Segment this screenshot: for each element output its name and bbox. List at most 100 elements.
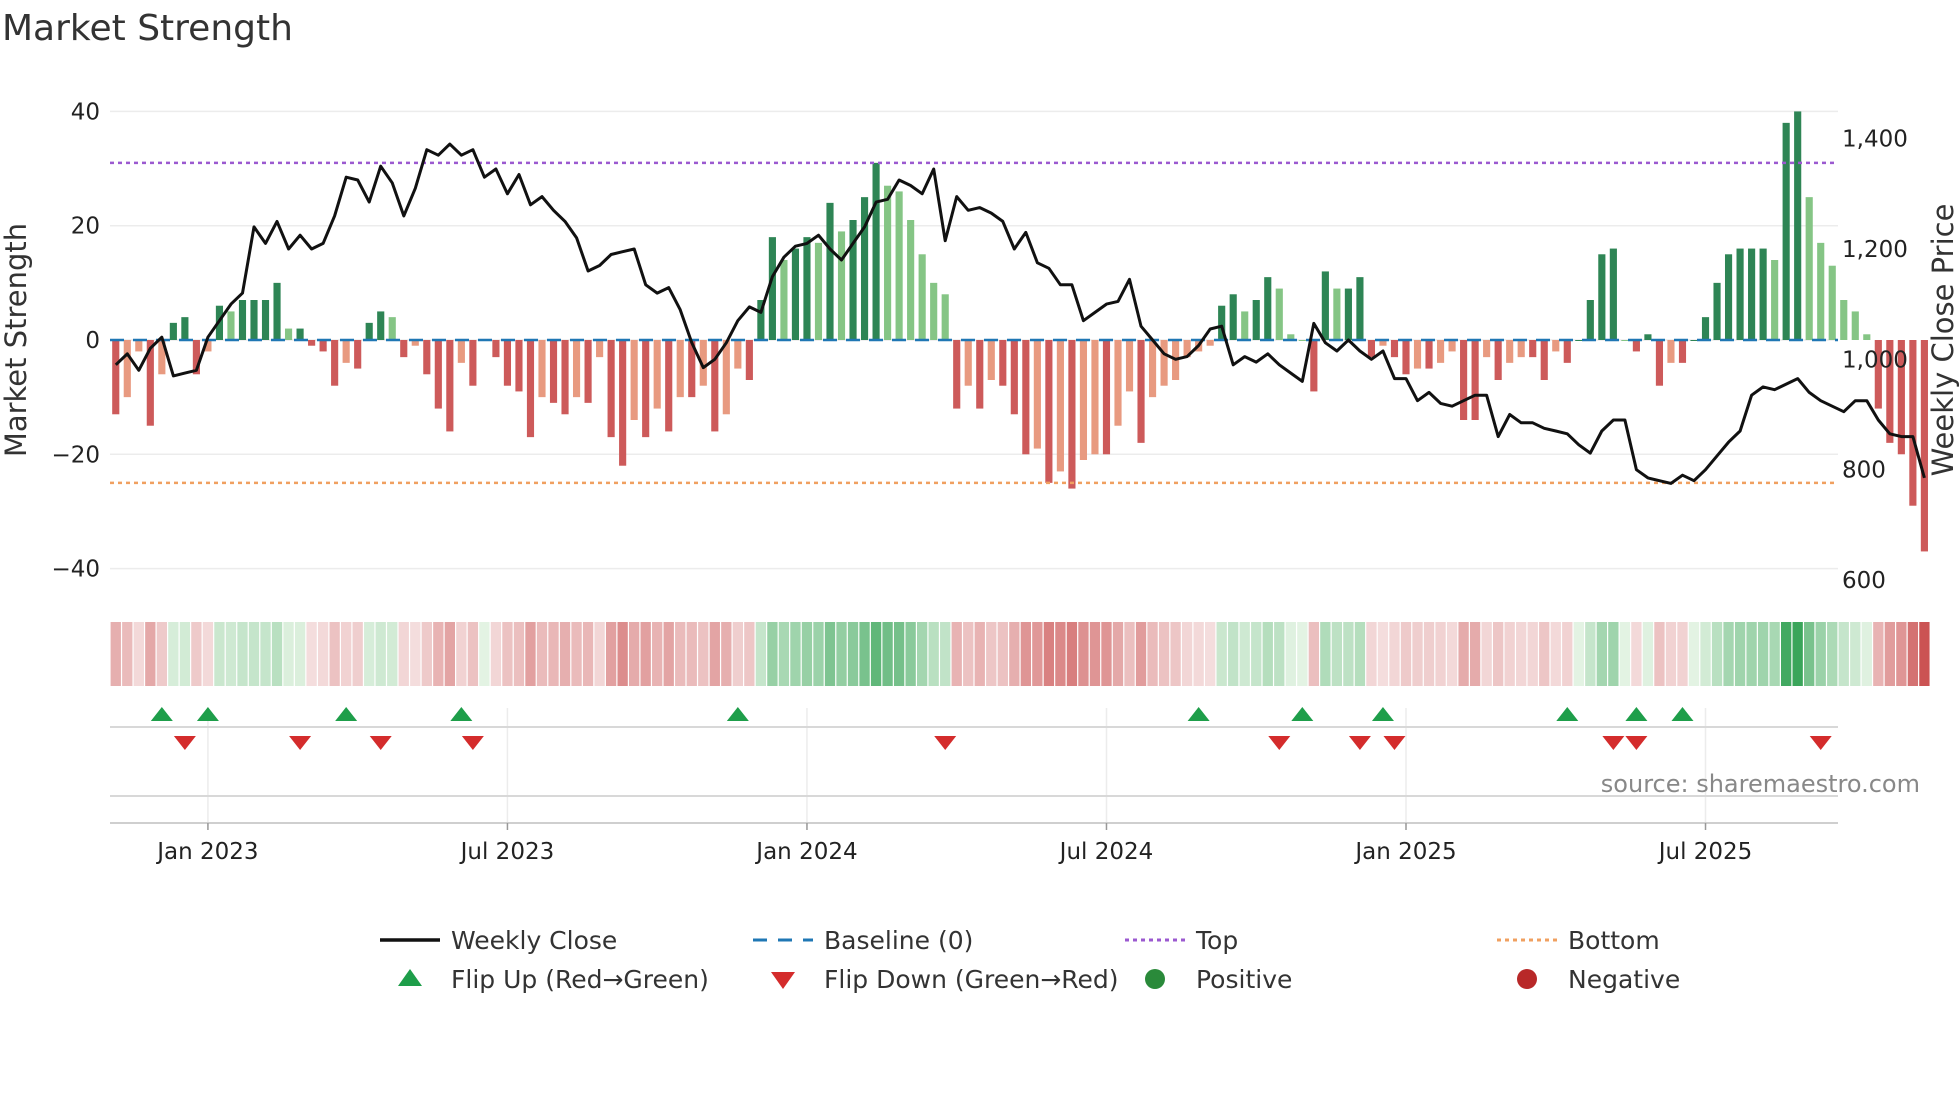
strength-bar	[1874, 340, 1882, 409]
strength-bar	[227, 311, 235, 340]
strength-bar	[1667, 340, 1675, 363]
heat-cell	[1838, 622, 1849, 686]
strength-bar	[1748, 248, 1756, 340]
heat-cell	[997, 622, 1008, 686]
heat-cell	[168, 622, 179, 686]
strength-bar	[768, 237, 776, 340]
heat-cell	[1366, 622, 1377, 686]
strength-bar	[1506, 340, 1514, 363]
heat-cell	[974, 622, 985, 686]
legend: Weekly Close Baseline (0) Top Bottom Flip Up…	[380, 926, 1680, 994]
heat-cell	[1089, 622, 1101, 686]
strength-bar	[1851, 311, 1859, 340]
flip-down-marker	[934, 736, 957, 750]
strength-bar	[1091, 340, 1099, 455]
heat-cell	[1170, 622, 1181, 686]
strength-bar	[1102, 340, 1111, 455]
heat-cell	[963, 622, 974, 686]
heat-cell	[709, 622, 720, 686]
heat-cell	[790, 622, 801, 686]
flip-down-marker	[289, 736, 312, 750]
heat-cell	[1446, 622, 1458, 686]
strength-bar	[1056, 340, 1064, 472]
strength-bar	[607, 340, 615, 438]
heat-cell	[559, 622, 571, 686]
heat-cell	[1274, 622, 1285, 686]
heat-cell	[375, 622, 386, 686]
heat-cell	[191, 622, 202, 686]
strength-bar	[1125, 340, 1134, 392]
heat-cell	[1919, 622, 1930, 686]
heat-cell	[1781, 622, 1792, 686]
flip-up-marker	[1625, 707, 1648, 721]
heat-cell	[847, 622, 859, 686]
flip-down-marker	[461, 736, 484, 750]
strength-bar	[377, 311, 385, 340]
strength-bar	[860, 197, 869, 340]
strength-bar	[457, 340, 465, 363]
strength-bar	[446, 340, 454, 432]
strength-bar	[1448, 340, 1456, 352]
strength-bar	[1909, 340, 1917, 506]
heat-cell	[1320, 622, 1331, 686]
strength-bar	[1137, 340, 1145, 443]
flip-up-marker	[450, 707, 473, 721]
heat-cell	[1251, 622, 1262, 686]
flip-up-marker	[150, 707, 173, 721]
legend-label: Top	[1195, 926, 1238, 955]
strength-bar	[1886, 340, 1894, 443]
y-axis-label-right: Weekly Close Price	[1926, 204, 1960, 477]
strength-bar	[791, 248, 800, 340]
heat-cell	[1343, 622, 1354, 686]
strength-bar	[1010, 340, 1018, 415]
heat-cell	[202, 622, 214, 686]
strength-bar	[354, 340, 362, 369]
heat-cell	[893, 622, 905, 686]
heat-cell	[1562, 622, 1573, 686]
strength-bar	[1183, 340, 1191, 358]
heat-cell	[1631, 622, 1642, 686]
strength-bar	[1367, 340, 1376, 358]
heat-cell	[145, 622, 156, 686]
heat-cell	[329, 622, 340, 686]
heat-cell	[721, 622, 732, 686]
heat-cell	[778, 622, 790, 686]
flip-up-marker	[1291, 707, 1314, 721]
flip-up-marker	[1671, 707, 1694, 721]
heat-cell	[1458, 622, 1469, 686]
heat-cell	[1539, 622, 1550, 686]
heat-cell	[237, 622, 248, 686]
heat-cell	[248, 622, 260, 686]
strength-bar	[837, 231, 846, 340]
strength-bar	[1471, 340, 1479, 420]
strength-bar	[1794, 111, 1802, 340]
heat-cell	[767, 622, 778, 686]
strength-bar	[549, 340, 558, 403]
y-tick-right: 600	[1842, 568, 1886, 594]
strength-bar	[619, 340, 627, 466]
strength-bar	[1356, 277, 1364, 340]
heat-cell	[1055, 622, 1066, 686]
strength-bar	[653, 340, 661, 409]
heat-cell	[1884, 622, 1895, 686]
heat-cell	[1550, 622, 1561, 686]
weekly-close-polyline	[114, 142, 1926, 485]
strength-bar	[169, 322, 177, 340]
strength-bar	[895, 191, 903, 340]
heat-cell	[133, 622, 144, 686]
strength-bar	[1252, 300, 1260, 340]
strength-bar	[123, 340, 131, 398]
strength-bar	[1840, 300, 1848, 340]
strength-bar	[1264, 277, 1272, 340]
heat-cell	[1412, 622, 1423, 686]
strength-bar	[1390, 340, 1399, 358]
y-tick-left: 0	[85, 328, 100, 354]
strength-bar	[596, 340, 604, 358]
flip-up-marker	[1371, 707, 1394, 721]
strength-bar	[1241, 311, 1249, 340]
strength-bar	[1275, 288, 1283, 340]
flip-up-marker	[1187, 707, 1210, 721]
heat-cell	[1020, 622, 1031, 686]
strength-bar	[1344, 288, 1352, 340]
heat-cell	[917, 622, 928, 686]
